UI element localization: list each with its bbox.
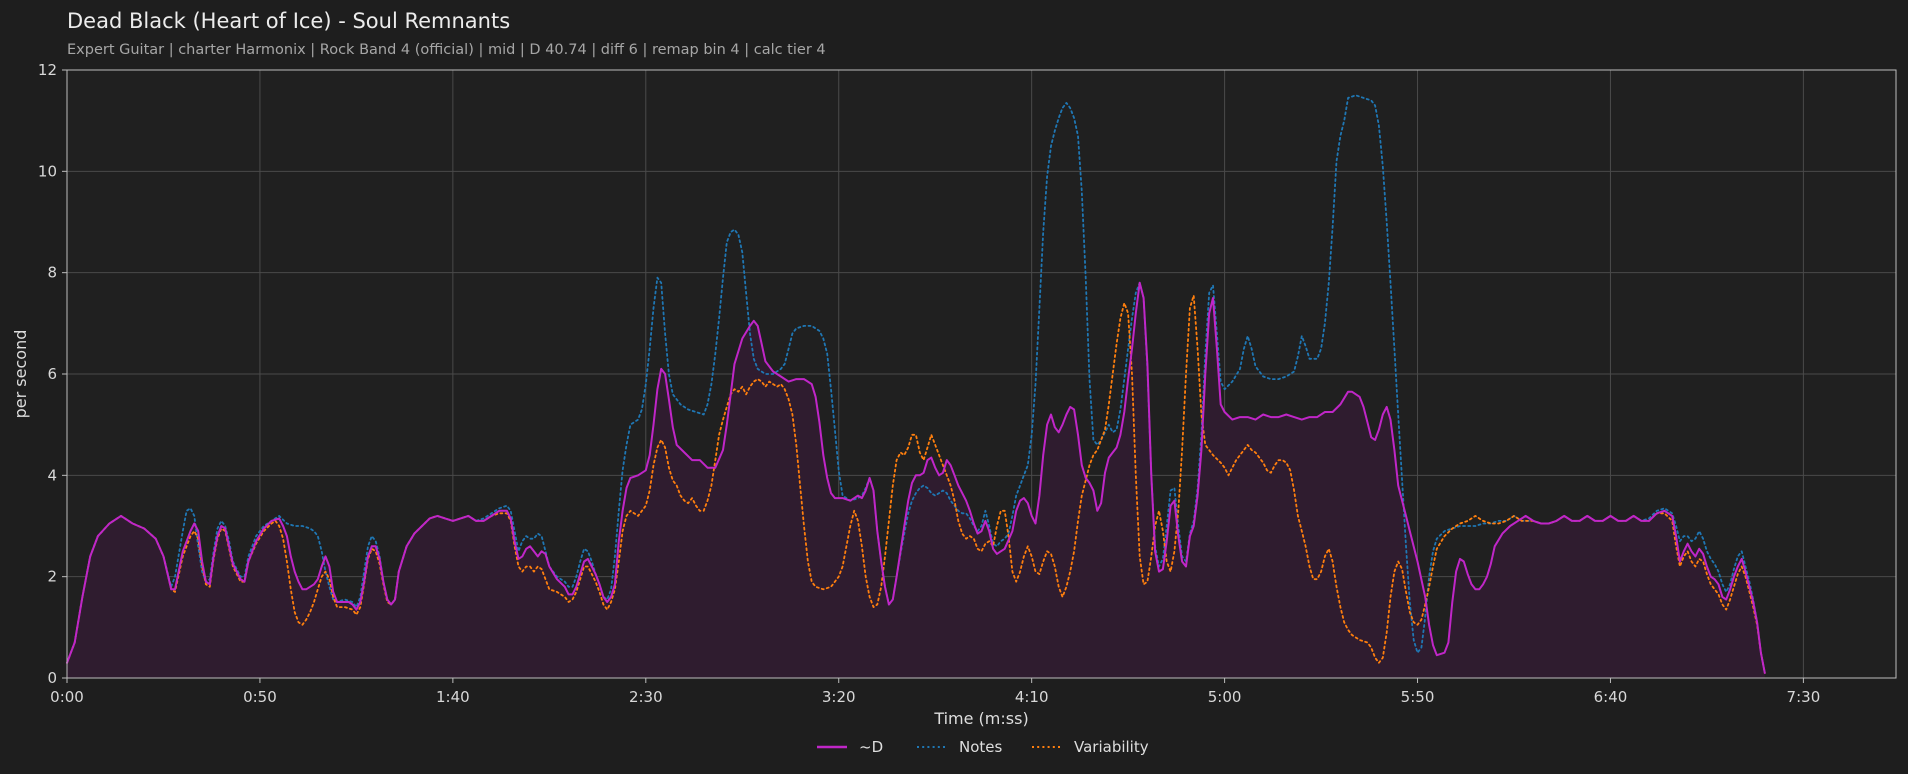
axis-ticks: 0:00 0:50 1:40 2:30 3:20 4:10 5:00 5:50 6:40 7:30… [38, 61, 1820, 706]
legend-label: Notes [959, 738, 1003, 756]
y-tick-label: 2 [47, 568, 57, 586]
y-tick-label: 4 [47, 466, 57, 484]
y-tick-label: 12 [38, 61, 57, 79]
y-tick-label: 0 [47, 669, 57, 687]
chart-title: Dead Black (Heart of Ice) - Soul Remnant… [67, 9, 510, 33]
y-tick-label: 10 [38, 162, 57, 180]
series-line-Notes [66, 94, 1766, 674]
x-tick-label: 5:00 [1208, 688, 1242, 706]
x-tick-label: 5:50 [1401, 688, 1435, 706]
x-tick-label: 7:30 [1787, 688, 1821, 706]
x-axis-label: Time (m:ss) [933, 709, 1028, 728]
area-fill [67, 282, 1765, 678]
x-tick-label: 0:50 [243, 688, 277, 706]
x-tick-label: 6:40 [1594, 688, 1628, 706]
y-tick-label: 8 [47, 264, 57, 282]
chart-subtitle: Expert Guitar | charter Harmonix | Rock … [67, 42, 826, 58]
series-line-~D [66, 281, 1766, 674]
legend-label: ~D [859, 738, 883, 756]
x-tick-label: 0:00 [50, 688, 84, 706]
x-tick-label: 1:40 [436, 688, 470, 706]
x-tick-label: 2:30 [629, 688, 663, 706]
y-axis-label: per second [11, 330, 30, 419]
legend: ~D Notes Variability [817, 738, 1149, 756]
legend-label: Variability [1074, 738, 1149, 756]
x-tick-label: 3:20 [822, 688, 856, 706]
y-tick-label: 6 [47, 365, 57, 383]
x-tick-label: 4:10 [1015, 688, 1049, 706]
area-fill-~D [67, 282, 1765, 678]
series-lines [66, 94, 1766, 674]
